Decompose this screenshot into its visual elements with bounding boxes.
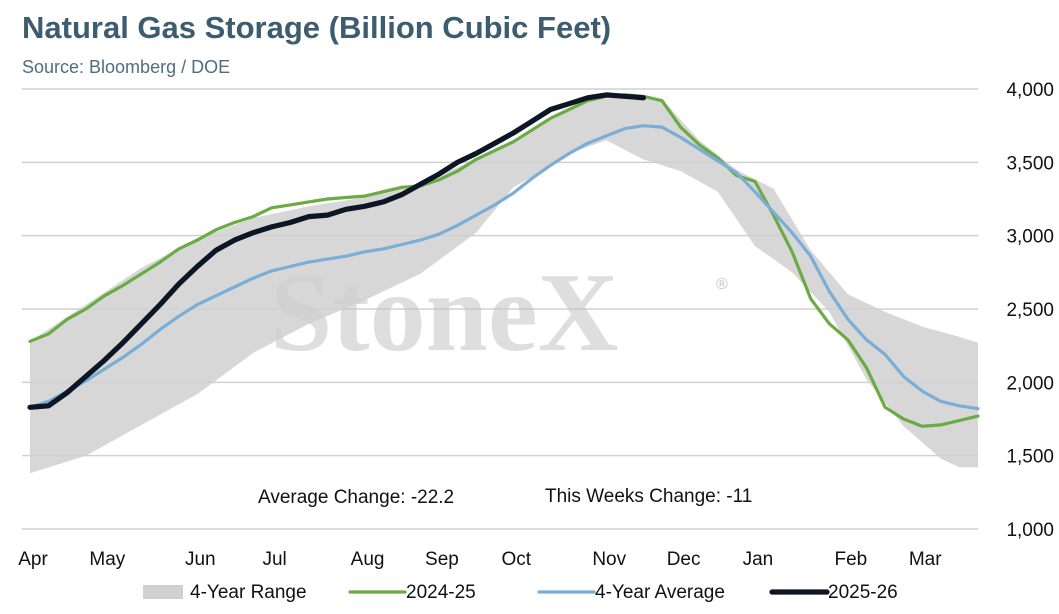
series-2024-25-line	[28, 93, 980, 428]
y-tick-label: 1,000	[1006, 520, 1054, 541]
x-tick-label: Jun	[185, 549, 216, 570]
series-2025-26-line	[27, 92, 646, 410]
chart-subtitle: Source: Bloomberg / DOE	[22, 57, 231, 77]
x-tick-label: Dec	[667, 549, 701, 570]
x-tick-label: Aug	[351, 549, 385, 570]
legend-2025-26-label: 2025-26	[828, 582, 898, 603]
legend: 4-Year Range 2024-25 4-Year Average 2025-26	[143, 582, 898, 603]
legend-2024-25-label: 2024-25	[406, 582, 476, 603]
series-4yr-average-line	[28, 124, 980, 411]
average-change-annotation: Average Change: -22.2	[258, 487, 454, 508]
chart-title: Natural Gas Storage (Billion Cubic Feet)	[22, 10, 612, 45]
x-tick-label: Sep	[425, 549, 459, 570]
y-tick-label: 1,500	[1006, 447, 1054, 468]
y-tick-label: 2,500	[1006, 300, 1054, 321]
y-tick-label: 4,000	[1006, 80, 1054, 101]
x-tick-label: Mar	[909, 549, 942, 570]
watermark-registered-mark: ®	[716, 276, 728, 293]
x-tick-label: Oct	[502, 549, 532, 570]
y-axis-ticks: 1,000 1,500 2,000 2,500 3,000 3,500 4,000	[1006, 80, 1054, 541]
legend-4yr-range-label: 4-Year Range	[190, 582, 307, 603]
legend-4yr-average-label: 4-Year Average	[595, 582, 725, 603]
x-tick-label: May	[89, 549, 125, 570]
y-tick-label: 3,000	[1006, 227, 1054, 248]
x-tick-label: Nov	[592, 549, 626, 570]
x-axis-ticks: Apr May Jun Jul Aug Sep Oct Nov Dec Jan Feb Mar	[18, 549, 942, 570]
x-tick-label: Feb	[835, 549, 868, 570]
x-tick-label: Jan	[743, 549, 774, 570]
x-tick-label: Jul	[262, 549, 286, 570]
range-band-layer	[30, 96, 978, 474]
y-tick-label: 2,000	[1006, 373, 1054, 394]
x-tick-label: Apr	[18, 549, 48, 570]
legend-4yr-range-swatch	[143, 585, 183, 599]
series-layer	[27, 92, 980, 428]
y-tick-label: 3,500	[1006, 153, 1054, 174]
range-band	[30, 96, 978, 474]
this-week-change-annotation: This Weeks Change: -11	[545, 486, 752, 507]
